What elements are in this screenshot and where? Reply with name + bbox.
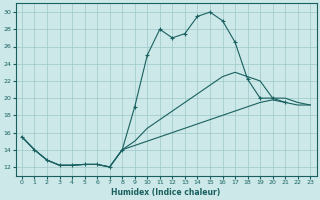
X-axis label: Humidex (Indice chaleur): Humidex (Indice chaleur) — [111, 188, 221, 197]
